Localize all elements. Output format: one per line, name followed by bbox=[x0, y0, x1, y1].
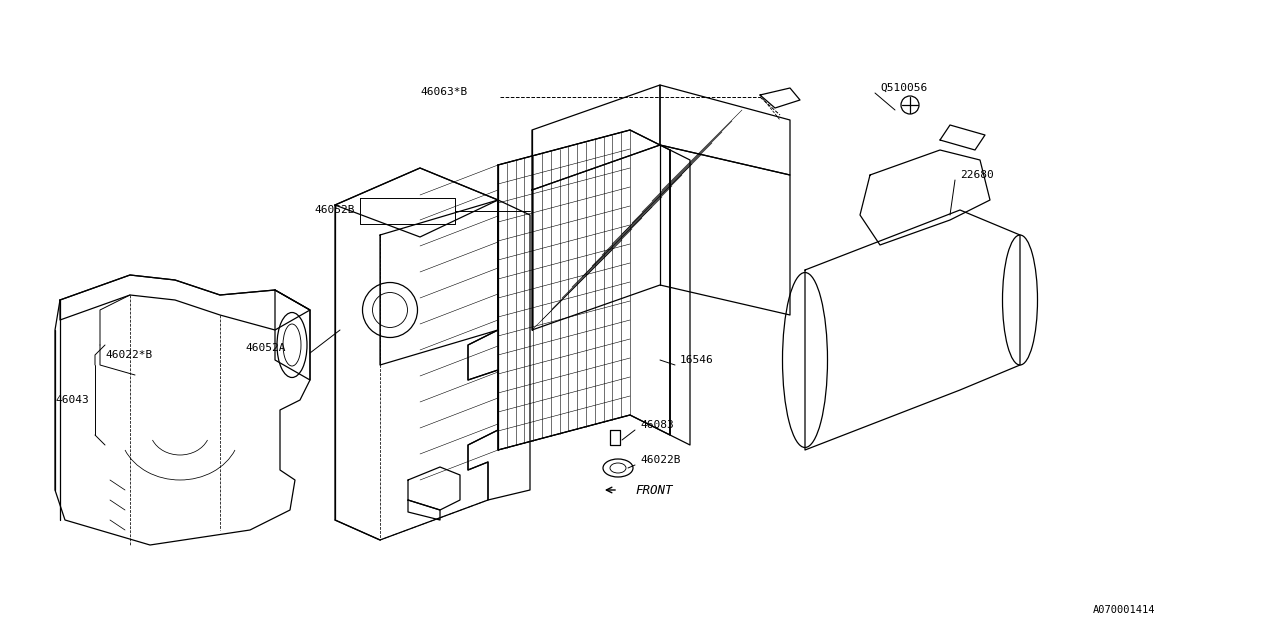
Text: 46052A: 46052A bbox=[244, 343, 285, 353]
Text: 46052B: 46052B bbox=[315, 205, 355, 215]
Text: 16546: 16546 bbox=[680, 355, 714, 365]
Text: FRONT: FRONT bbox=[635, 483, 672, 497]
Text: 46063*B: 46063*B bbox=[420, 87, 467, 97]
Text: 46022B: 46022B bbox=[640, 455, 681, 465]
Text: 46083: 46083 bbox=[640, 420, 673, 430]
Text: 22680: 22680 bbox=[960, 170, 993, 180]
Text: 46043: 46043 bbox=[55, 395, 88, 405]
Text: Q510056: Q510056 bbox=[881, 83, 927, 93]
Text: 46022*B: 46022*B bbox=[105, 350, 152, 360]
Text: A070001414: A070001414 bbox=[1093, 605, 1155, 615]
